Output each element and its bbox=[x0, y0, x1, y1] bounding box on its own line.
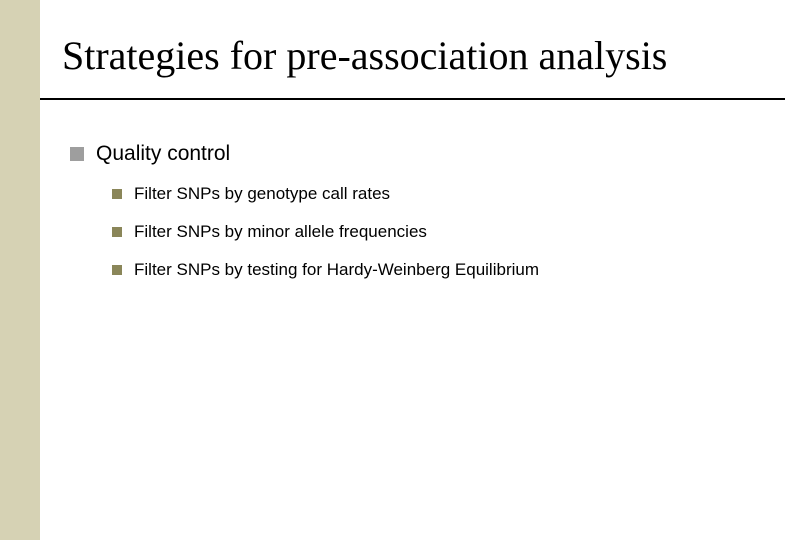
bullet-level2: Filter SNPs by testing for Hardy-Weinber… bbox=[112, 260, 539, 280]
bullet-marker-icon bbox=[112, 227, 122, 237]
bullet-level1: Quality control bbox=[70, 142, 230, 166]
bullet-text: Quality control bbox=[96, 142, 230, 166]
bullet-level2: Filter SNPs by minor allele frequencies bbox=[112, 222, 427, 242]
sidebar-accent bbox=[0, 0, 40, 540]
slide: Strategies for pre-association analysis … bbox=[0, 0, 810, 540]
bullet-marker-icon bbox=[112, 265, 122, 275]
slide-title: Strategies for pre-association analysis bbox=[62, 32, 667, 79]
bullet-marker-icon bbox=[70, 147, 84, 161]
bullet-text: Filter SNPs by testing for Hardy-Weinber… bbox=[134, 260, 539, 280]
title-underline bbox=[40, 98, 785, 100]
bullet-level2: Filter SNPs by genotype call rates bbox=[112, 184, 390, 204]
bullet-text: Filter SNPs by minor allele frequencies bbox=[134, 222, 427, 242]
bullet-marker-icon bbox=[112, 189, 122, 199]
bullet-text: Filter SNPs by genotype call rates bbox=[134, 184, 390, 204]
